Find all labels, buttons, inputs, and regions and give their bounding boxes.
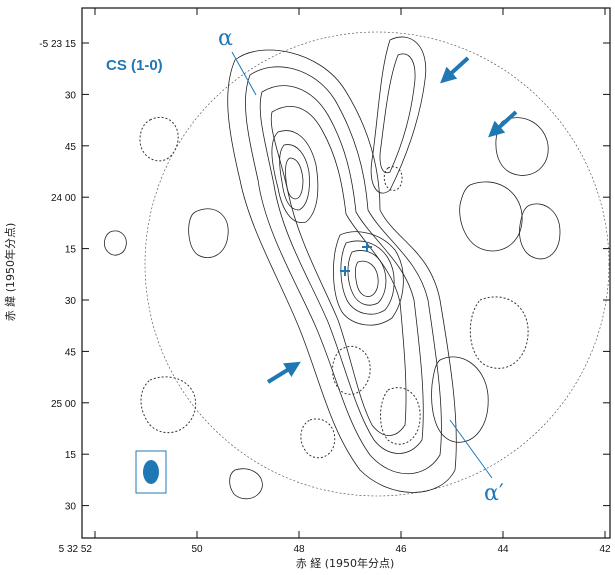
alpha-prime-leader-line xyxy=(449,419,493,479)
x-tick-label: 50 xyxy=(191,544,203,555)
x-tick-label: 5 32 52 xyxy=(59,544,93,555)
alpha-leader-line xyxy=(231,51,257,96)
y-tick-label: 24 00 xyxy=(51,193,76,204)
y-tick-label: 45 xyxy=(65,142,77,153)
y-tick-label: 30 xyxy=(65,296,77,307)
cs-label: CS (1-0) xyxy=(106,57,163,74)
cross-icon xyxy=(340,266,350,276)
alpha-label: α xyxy=(218,26,233,51)
arrow-icon xyxy=(266,361,301,384)
y-tick-label: 30 xyxy=(65,502,77,513)
beam-ellipse xyxy=(143,460,159,484)
map-boundary xyxy=(144,31,610,497)
arrow-icon xyxy=(488,110,518,138)
x-axis-label: 赤 経 (1950年分点) xyxy=(296,556,395,570)
y-tick-label: 15 xyxy=(65,450,77,461)
y-tick-label: 15 xyxy=(65,245,77,256)
x-tick-label: 42 xyxy=(599,544,611,555)
arrow-icon xyxy=(440,56,470,84)
x-tick-label: 46 xyxy=(395,544,407,555)
alpha-prime-label: α′ xyxy=(484,481,504,506)
x-tick-label: 48 xyxy=(293,544,305,555)
y-tick-label: 25 00 xyxy=(51,399,76,410)
y-tick-label: -5 23 15 xyxy=(39,39,76,50)
cross-icon xyxy=(362,242,372,252)
y-tick-label: 30 xyxy=(65,90,77,101)
x-axis: 5 32 52 50 48 46 44 42 xyxy=(59,8,611,555)
arrows xyxy=(266,56,518,384)
cross-markers xyxy=(340,242,372,276)
contour-lines xyxy=(104,36,561,500)
y-axis-label: 赤 緯 (1950年分点) xyxy=(3,223,17,322)
x-tick-label: 44 xyxy=(497,544,509,555)
plot-frame xyxy=(81,7,611,539)
y-tick-label: 45 xyxy=(65,347,77,358)
beam-box xyxy=(135,450,167,494)
y-axis: -5 23 15 30 45 24 00 15 30 45 25 00 15 30 xyxy=(39,39,610,513)
dashed-contours xyxy=(139,116,529,459)
